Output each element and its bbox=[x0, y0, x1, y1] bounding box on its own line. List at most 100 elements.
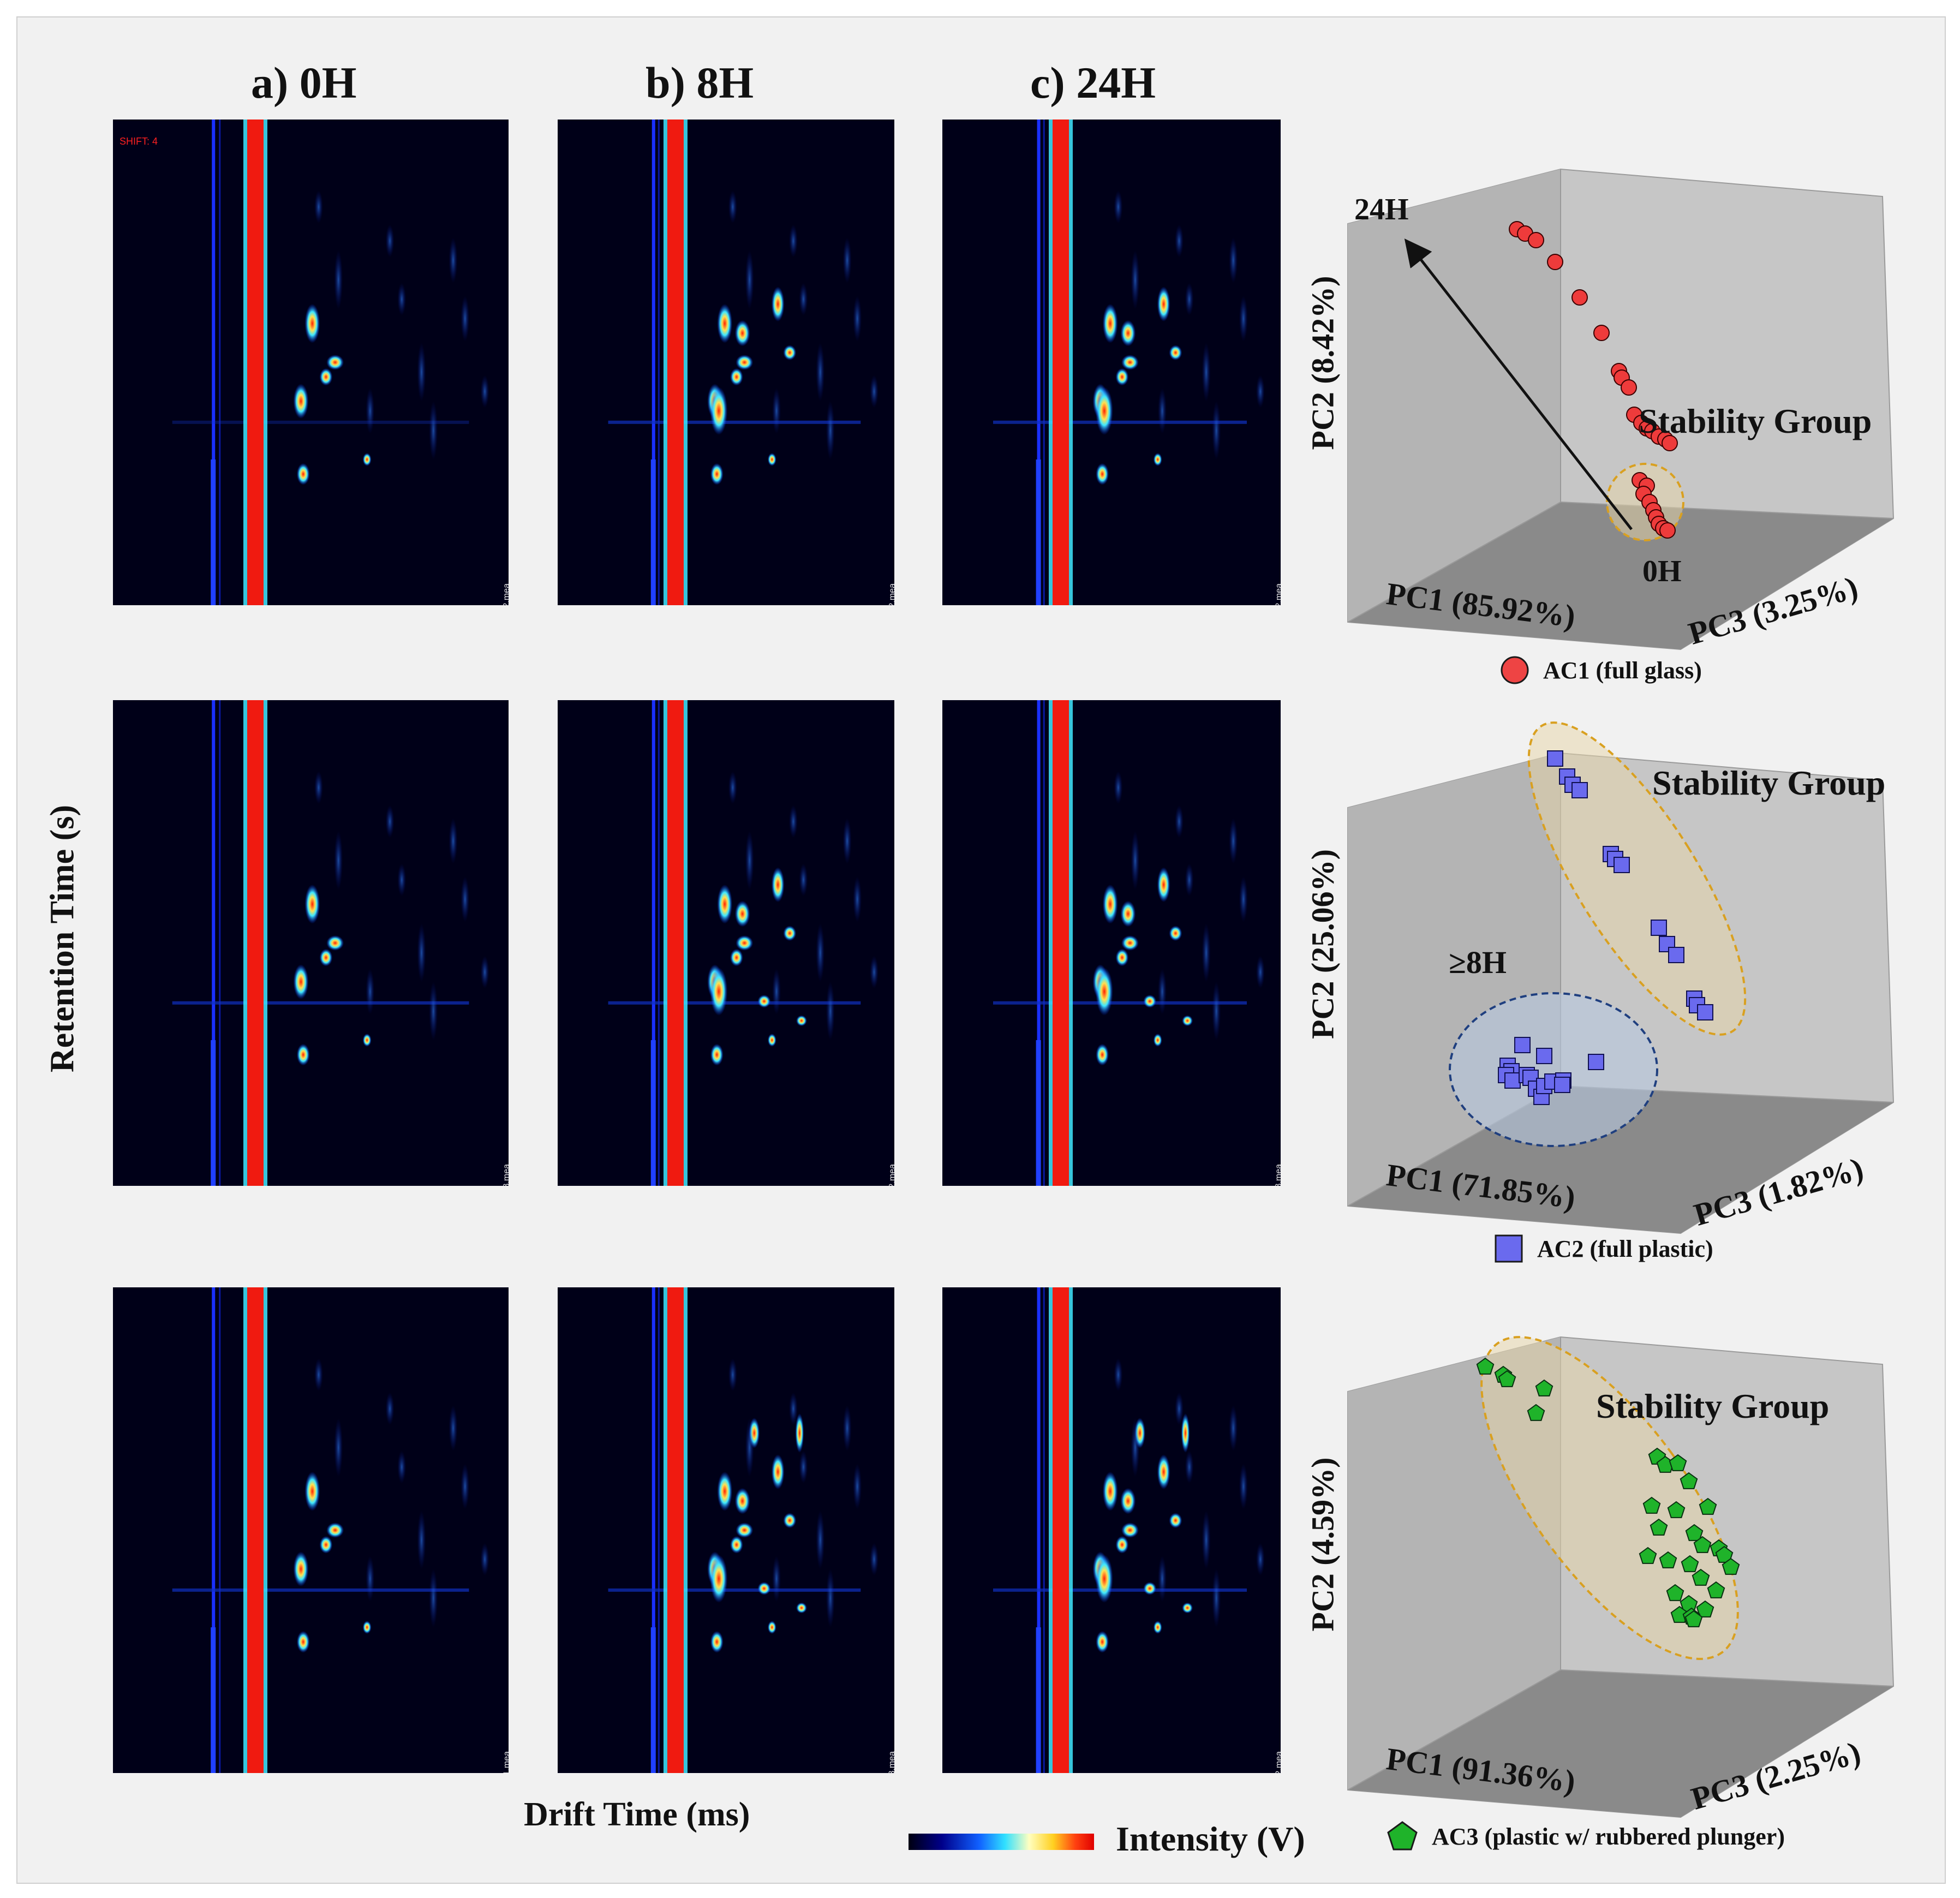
ims-faint-signal bbox=[1114, 1358, 1123, 1392]
ims-spot bbox=[710, 1043, 724, 1066]
ims-spot bbox=[736, 355, 754, 370]
ims-spot bbox=[1115, 948, 1129, 966]
ims-spot bbox=[1121, 355, 1139, 370]
reactant-ion-peak bbox=[1053, 1287, 1069, 1773]
ims-spot bbox=[710, 1555, 728, 1603]
file-name: VIDRO_1_8H_PSM_200120_165158.mea bbox=[888, 1751, 894, 1773]
ims-faint-signal bbox=[842, 818, 852, 864]
ims-spot bbox=[1182, 1015, 1193, 1026]
ims-spot bbox=[734, 320, 750, 347]
legend-ac1-text: AC1 (full glass) bbox=[1543, 656, 1702, 684]
pca-data-point bbox=[1680, 1472, 1698, 1489]
ims-spot bbox=[1102, 884, 1118, 924]
pca-data-point bbox=[1685, 1524, 1704, 1541]
ims-spot bbox=[710, 968, 728, 1016]
pca-data-point bbox=[1693, 1536, 1712, 1553]
ims-faint-signal bbox=[1239, 876, 1248, 922]
ims-panel: COM_1_0H_PSM_200120_165118.mea bbox=[113, 700, 509, 1186]
ims-faint-signal bbox=[1175, 224, 1184, 258]
ims-heatmap bbox=[172, 120, 489, 605]
ims-faint-signal bbox=[1158, 1556, 1167, 1602]
ims-faint-signal bbox=[1158, 388, 1167, 434]
pca-data-point bbox=[1692, 1568, 1710, 1586]
rip-trace-line bbox=[1043, 700, 1045, 1186]
legend-pentagon-marker bbox=[1387, 1821, 1418, 1851]
ims-faint-signal bbox=[429, 1568, 438, 1628]
ims-panel: SEN_1_24H_PSM_200121_171112.mea bbox=[942, 120, 1281, 605]
ims-faint-signal bbox=[334, 1418, 343, 1477]
ims-spot bbox=[771, 287, 785, 322]
ims-spot bbox=[319, 368, 333, 386]
ims-spot bbox=[319, 948, 333, 966]
ims-faint-signal bbox=[1202, 342, 1211, 402]
legend-ac2: AC2 (full plastic) bbox=[1493, 1233, 1713, 1264]
ims-spot bbox=[1095, 968, 1113, 1016]
ims-faint-signal bbox=[788, 805, 798, 838]
ims-faint-signal bbox=[1256, 375, 1265, 408]
ims-faint-signal bbox=[1239, 295, 1248, 342]
ims-faint-signal bbox=[799, 283, 808, 316]
horizontal-streak bbox=[172, 420, 469, 424]
ims-spot bbox=[1120, 1488, 1136, 1514]
pca-data-point bbox=[1659, 522, 1676, 539]
ims-spot bbox=[1120, 320, 1136, 347]
ims-faint-signal bbox=[788, 1392, 798, 1425]
pca-data-point bbox=[1554, 1077, 1570, 1093]
ims-heatmap bbox=[993, 1287, 1265, 1773]
pca-data-point bbox=[1696, 1600, 1714, 1618]
horizontal-streak bbox=[993, 420, 1247, 424]
ims-faint-signal bbox=[745, 831, 754, 890]
ims-faint-signal bbox=[728, 771, 737, 804]
ims-spot bbox=[362, 1621, 372, 1634]
pca-data-point bbox=[1571, 782, 1588, 798]
pca2-pc2-label: PC2 (25.06%) bbox=[1305, 849, 1341, 1039]
pca-data-point bbox=[1642, 1496, 1661, 1514]
pca-data-point bbox=[1528, 232, 1544, 248]
ims-faint-signal bbox=[869, 375, 879, 408]
ims-spot bbox=[1153, 453, 1162, 466]
ims-faint-signal bbox=[1239, 1463, 1248, 1509]
reactant-ion-peak bbox=[667, 1287, 684, 1773]
ims-spot bbox=[783, 345, 797, 361]
file-name: VIDRO_1_24H_PSM_200123_154602.mea bbox=[1274, 1751, 1281, 1773]
ims-spot bbox=[326, 935, 344, 951]
ims-faint-signal bbox=[1175, 1392, 1184, 1425]
ims-faint-signal bbox=[799, 1451, 808, 1484]
pca-plot-ac2 bbox=[1347, 721, 1895, 1234]
ims-heatmap bbox=[172, 1287, 489, 1773]
pca1-24h-label: 24H bbox=[1354, 193, 1409, 226]
ims-faint-signal bbox=[1229, 1405, 1238, 1452]
rip-trace-line bbox=[658, 120, 660, 605]
ims-faint-signal bbox=[745, 1418, 754, 1477]
ims-spot bbox=[1095, 1555, 1113, 1603]
ims-spot bbox=[1153, 1034, 1162, 1047]
file-name: COM_1_0H_PSM_200120_165118.mea bbox=[502, 1164, 509, 1186]
pca-data-point bbox=[1476, 1357, 1495, 1375]
ims-spot bbox=[1169, 926, 1182, 941]
ims-panel: COM_1_8H_PSM_200120_164932.mea bbox=[558, 700, 894, 1186]
ims-faint-signal bbox=[745, 250, 754, 309]
ims-spot bbox=[1115, 1536, 1129, 1554]
legend-ac2-text: AC2 (full plastic) bbox=[1537, 1235, 1713, 1262]
pca-data-point bbox=[1667, 1501, 1686, 1518]
legend-ac1: AC1 (full glass) bbox=[1499, 655, 1702, 685]
ims-faint-signal bbox=[1131, 1418, 1140, 1477]
ims-spot bbox=[1096, 1043, 1109, 1066]
column-title-0h: a) 0H bbox=[251, 58, 357, 108]
pca-data-point bbox=[1536, 1048, 1552, 1064]
time-arrow bbox=[1404, 238, 1633, 530]
ims-spot bbox=[710, 387, 728, 435]
pca-data-point bbox=[1593, 325, 1610, 341]
ims-spot bbox=[1157, 1454, 1170, 1490]
ims-spot bbox=[771, 867, 785, 903]
ims-faint-signal bbox=[334, 250, 343, 309]
pca-box-floor bbox=[1348, 1670, 1893, 1817]
intensity-colorbar bbox=[909, 1834, 1094, 1850]
ims-spot bbox=[736, 935, 754, 951]
ims-spot bbox=[1102, 303, 1118, 343]
ims-spot bbox=[796, 1015, 807, 1026]
ims-panel: SHIFT: 4 SEN_1_0H_PSM_200120_164002.mea bbox=[113, 120, 509, 605]
horizontal-streak bbox=[172, 1588, 469, 1592]
ims-spot bbox=[783, 926, 797, 941]
